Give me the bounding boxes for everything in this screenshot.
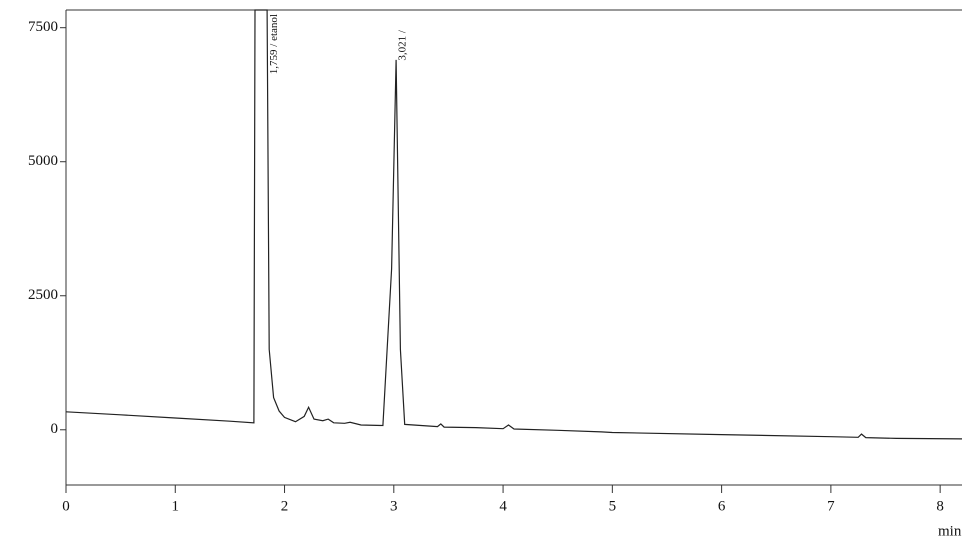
x-tick-label: 7 xyxy=(827,498,835,514)
y-tick-label: 5000 xyxy=(28,153,58,169)
x-tick-label: 1 xyxy=(172,498,180,514)
x-axis-label: min xyxy=(938,523,962,539)
x-tick-label: 8 xyxy=(936,498,944,514)
x-tick-label: 3 xyxy=(390,498,398,514)
trace xyxy=(65,9,962,440)
x-tick-label: 4 xyxy=(499,498,507,514)
x-tick-label: 5 xyxy=(609,498,617,514)
y-tick-label: 0 xyxy=(51,421,59,437)
peak-label: 1,759 / etanol xyxy=(268,14,280,74)
y-tick-label: 2500 xyxy=(28,287,58,303)
x-tick-label: 2 xyxy=(281,498,289,514)
y-tick-label: 7500 xyxy=(28,19,58,35)
x-tick-label: 0 xyxy=(62,498,70,514)
x-tick-label: 6 xyxy=(718,498,726,514)
peak-label: 3,021 / xyxy=(397,29,409,61)
